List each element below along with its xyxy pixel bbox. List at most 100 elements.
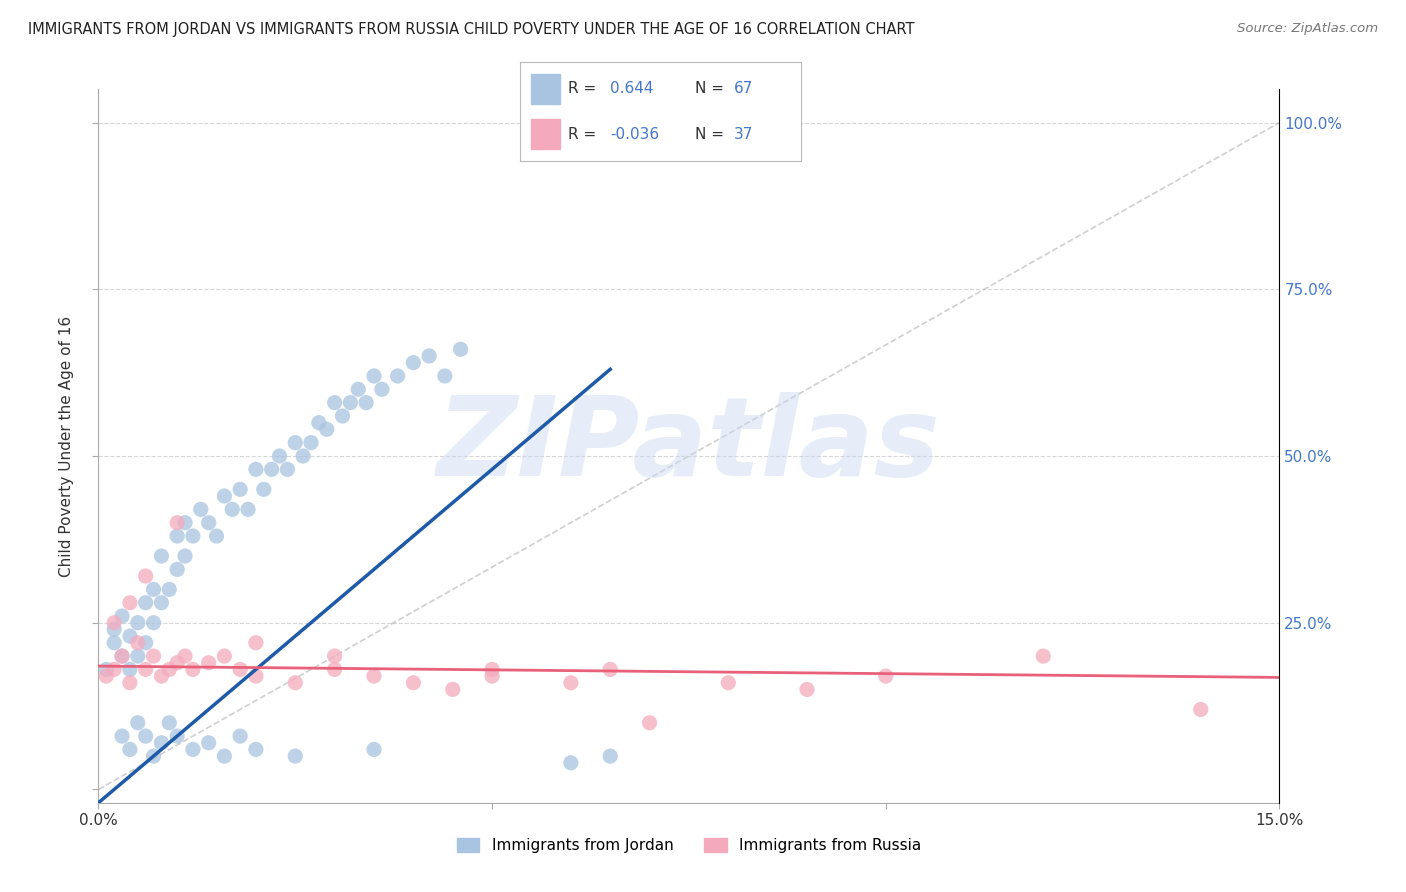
Point: [245, 462, 267, 476]
Point: [166, 562, 188, 576]
Point: [150, 596, 173, 610]
Point: [181, 742, 204, 756]
Point: [142, 615, 165, 630]
Point: [229, 662, 252, 676]
Text: -0.036: -0.036: [610, 127, 659, 142]
Point: [292, 449, 315, 463]
Point: [174, 549, 197, 563]
Point: [166, 729, 188, 743]
Point: [875, 669, 897, 683]
Text: R =: R =: [568, 127, 602, 142]
Point: [323, 395, 346, 409]
Point: [197, 516, 219, 530]
Point: [157, 582, 180, 597]
Point: [221, 502, 243, 516]
Point: [1189, 702, 1212, 716]
Point: [284, 435, 307, 450]
Point: [174, 516, 197, 530]
Point: [599, 749, 621, 764]
Point: [142, 749, 165, 764]
Point: [157, 662, 180, 676]
Point: [174, 649, 197, 664]
Text: Source: ZipAtlas.com: Source: ZipAtlas.com: [1237, 22, 1378, 36]
Point: [214, 749, 236, 764]
Point: [354, 395, 377, 409]
Point: [127, 715, 149, 730]
Point: [118, 629, 141, 643]
Point: [205, 529, 228, 543]
Point: [118, 675, 141, 690]
Point: [269, 449, 291, 463]
Text: N =: N =: [695, 81, 728, 96]
Point: [245, 742, 267, 756]
Point: [111, 649, 134, 664]
Point: [315, 422, 337, 436]
Point: [339, 395, 361, 409]
Point: [371, 382, 394, 396]
Text: N =: N =: [695, 127, 728, 142]
Bar: [531, 74, 560, 103]
Point: [450, 343, 472, 357]
Point: [229, 483, 252, 497]
Text: 37: 37: [734, 127, 754, 142]
Point: [418, 349, 440, 363]
Point: [796, 682, 818, 697]
Point: [214, 489, 236, 503]
Point: [111, 649, 134, 664]
Point: [214, 649, 236, 664]
Point: [229, 729, 252, 743]
Point: [245, 669, 267, 683]
Y-axis label: Child Poverty Under the Age of 16: Child Poverty Under the Age of 16: [59, 316, 75, 576]
Point: [560, 675, 582, 690]
Point: [166, 656, 188, 670]
Point: [157, 715, 180, 730]
Point: [402, 675, 425, 690]
Point: [135, 569, 157, 583]
Point: [1032, 649, 1054, 664]
Text: 0.644: 0.644: [610, 81, 654, 96]
Point: [441, 682, 464, 697]
Point: [111, 609, 134, 624]
Point: [150, 669, 173, 683]
Point: [103, 615, 125, 630]
Point: [135, 729, 157, 743]
Point: [135, 662, 157, 676]
Point: [402, 356, 425, 370]
Legend: Immigrants from Jordan, Immigrants from Russia: Immigrants from Jordan, Immigrants from …: [450, 832, 928, 859]
Point: [308, 416, 330, 430]
Point: [323, 662, 346, 676]
Point: [135, 636, 157, 650]
Text: R =: R =: [568, 81, 602, 96]
Point: [127, 636, 149, 650]
Point: [481, 669, 503, 683]
Point: [599, 662, 621, 676]
Point: [276, 462, 298, 476]
Point: [103, 636, 125, 650]
Point: [363, 742, 385, 756]
Point: [111, 729, 134, 743]
Point: [103, 662, 125, 676]
Point: [142, 649, 165, 664]
Point: [181, 529, 204, 543]
Text: ZIPatlas: ZIPatlas: [437, 392, 941, 500]
Point: [433, 368, 456, 383]
Point: [181, 662, 204, 676]
Point: [481, 662, 503, 676]
Point: [118, 662, 141, 676]
Point: [560, 756, 582, 770]
Point: [284, 749, 307, 764]
Point: [284, 675, 307, 690]
Point: [127, 615, 149, 630]
Point: [166, 529, 188, 543]
Point: [118, 742, 141, 756]
Point: [363, 368, 385, 383]
Point: [387, 368, 409, 383]
Point: [197, 736, 219, 750]
Point: [323, 649, 346, 664]
Point: [363, 669, 385, 683]
Point: [142, 582, 165, 597]
Point: [118, 596, 141, 610]
Point: [245, 636, 267, 650]
Point: [236, 502, 259, 516]
Point: [638, 715, 661, 730]
